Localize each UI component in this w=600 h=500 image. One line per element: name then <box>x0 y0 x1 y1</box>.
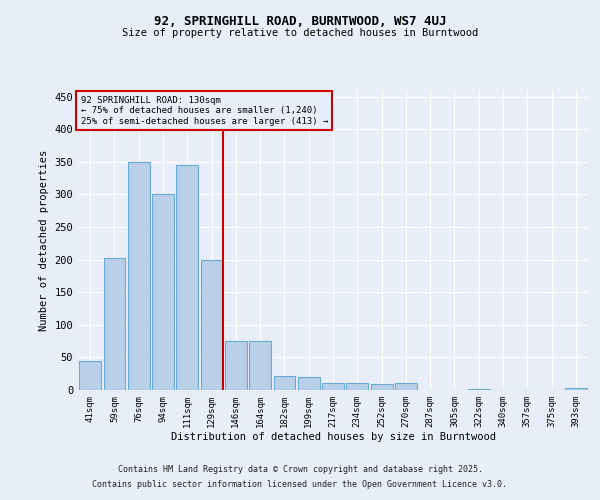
Bar <box>322 384 344 390</box>
Y-axis label: Number of detached properties: Number of detached properties <box>39 150 49 330</box>
Bar <box>79 360 101 390</box>
Bar <box>371 384 392 390</box>
Bar <box>346 384 368 390</box>
Bar <box>200 260 223 390</box>
Bar <box>128 162 149 390</box>
Text: Size of property relative to detached houses in Burntwood: Size of property relative to detached ho… <box>122 28 478 38</box>
Bar <box>274 376 295 390</box>
Bar <box>395 384 417 390</box>
Text: 92 SPRINGHILL ROAD: 130sqm
← 75% of detached houses are smaller (1,240)
25% of s: 92 SPRINGHILL ROAD: 130sqm ← 75% of deta… <box>80 96 328 126</box>
Bar <box>176 165 198 390</box>
Bar <box>152 194 174 390</box>
Bar <box>298 377 320 390</box>
Text: 92, SPRINGHILL ROAD, BURNTWOOD, WS7 4UJ: 92, SPRINGHILL ROAD, BURNTWOOD, WS7 4UJ <box>154 15 446 28</box>
Bar <box>104 258 125 390</box>
Bar <box>565 388 587 390</box>
Text: Contains HM Land Registry data © Crown copyright and database right 2025.: Contains HM Land Registry data © Crown c… <box>118 465 482 474</box>
Bar <box>249 341 271 390</box>
Text: Contains public sector information licensed under the Open Government Licence v3: Contains public sector information licen… <box>92 480 508 489</box>
Bar <box>225 341 247 390</box>
Text: Distribution of detached houses by size in Burntwood: Distribution of detached houses by size … <box>170 432 496 442</box>
Bar <box>468 388 490 390</box>
